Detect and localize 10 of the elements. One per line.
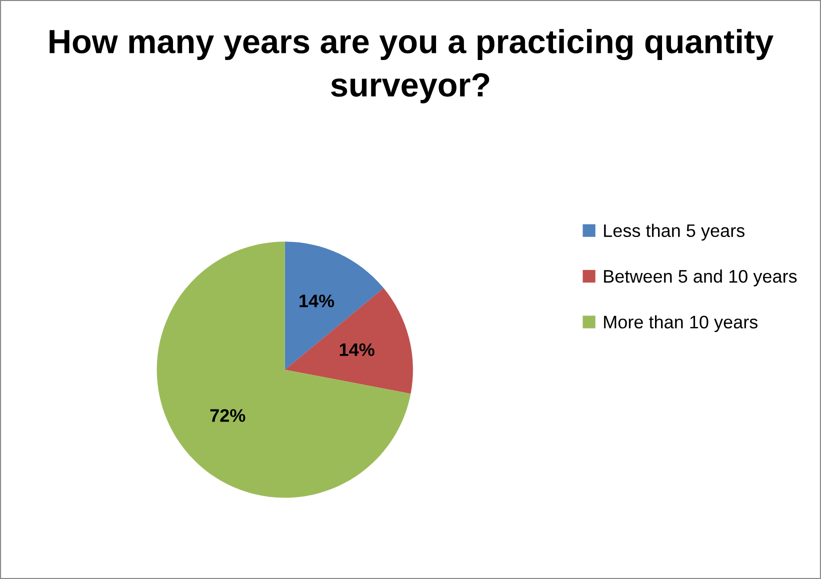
data-label: 72% [210, 409, 246, 422]
pie-slice [156, 242, 411, 498]
data-label: 14% [300, 294, 334, 308]
data-label: 14% [340, 343, 374, 356]
pie-slice [284, 242, 384, 370]
pie-slice [284, 288, 413, 394]
legend-label: Between 5 and 10 years [604, 270, 797, 286]
legend-label: Less than 5 years [604, 224, 744, 241]
legend-label: More than 10 years [604, 315, 758, 332]
chart-title: How many years are you a practicing quantity surveyor? [50, 28, 774, 104]
